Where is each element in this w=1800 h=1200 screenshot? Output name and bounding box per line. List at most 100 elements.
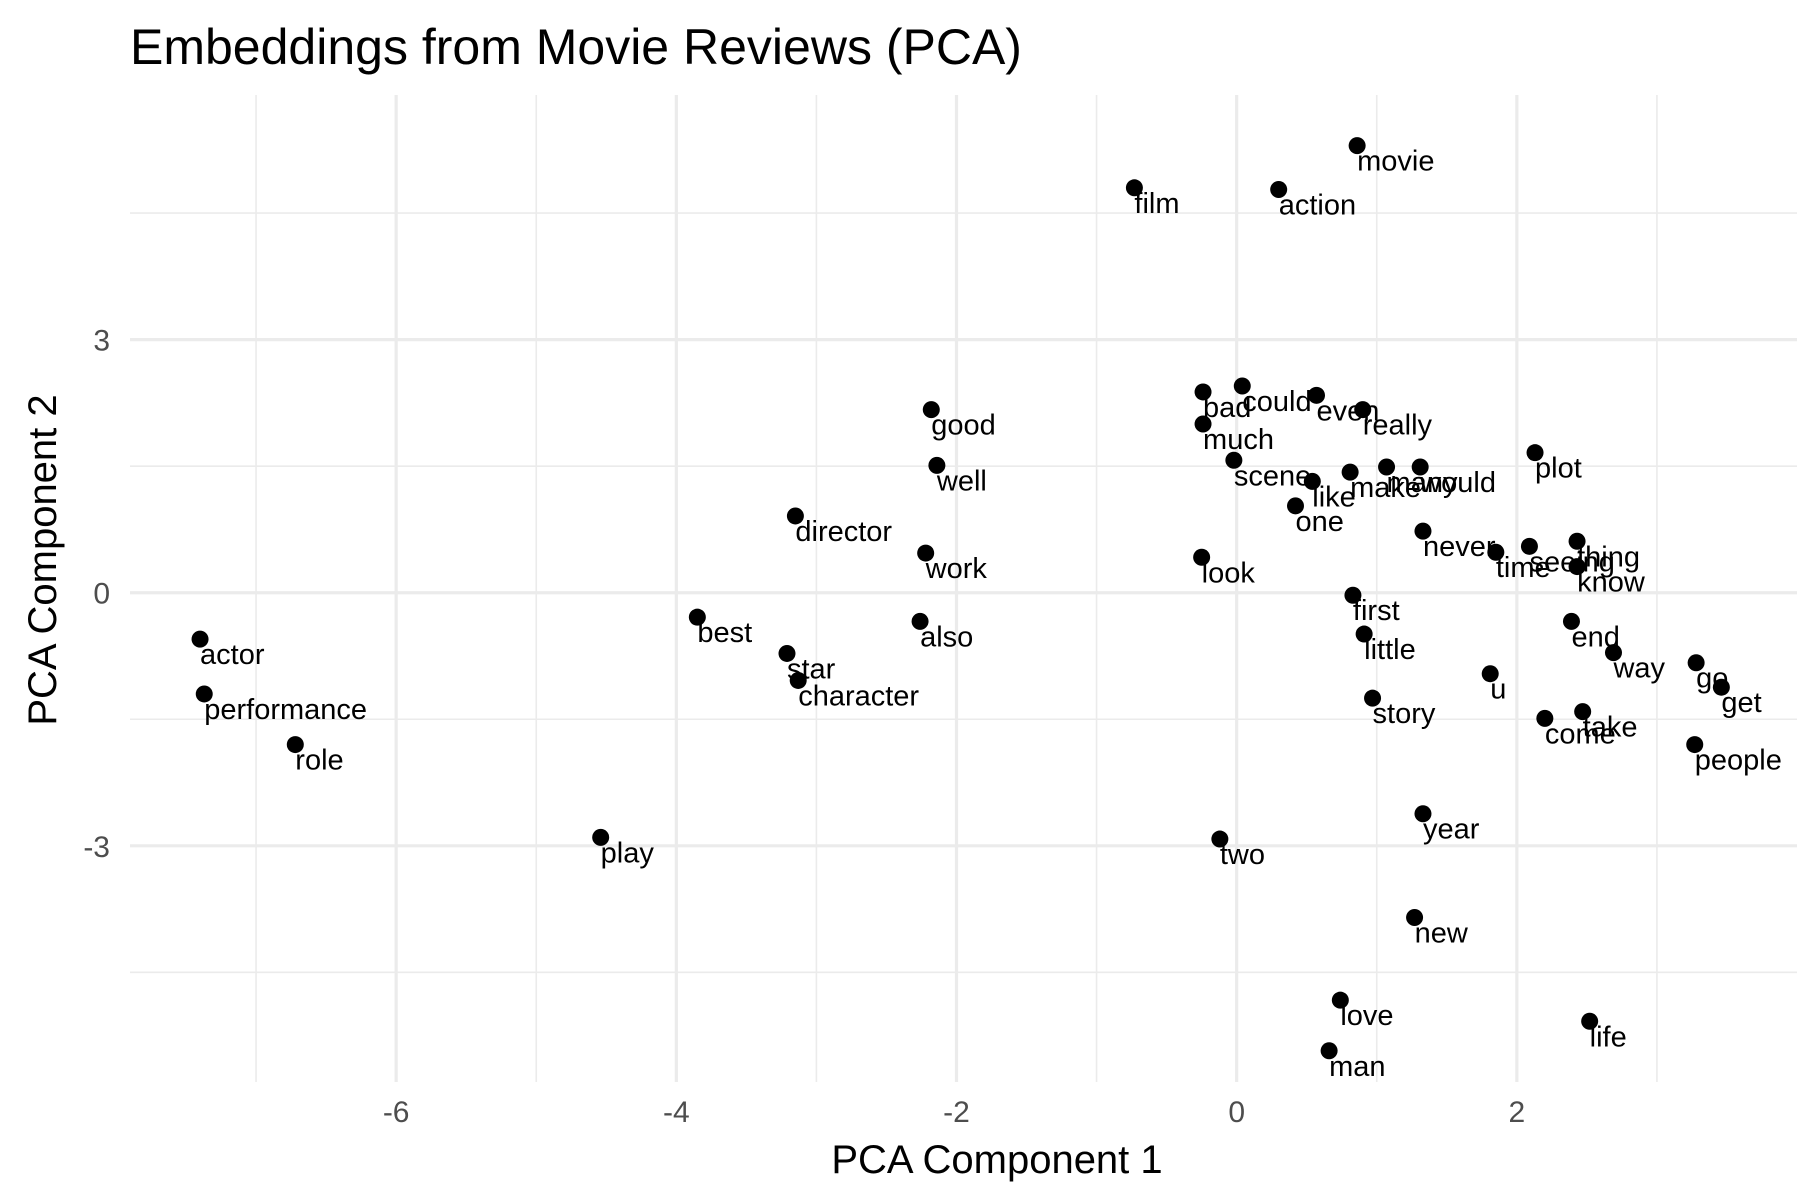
data-point	[1355, 625, 1373, 643]
point-label: people	[1695, 745, 1782, 777]
data-point	[688, 608, 706, 626]
data-point	[1194, 383, 1212, 401]
data-point	[786, 507, 804, 525]
data-point	[1487, 543, 1505, 561]
grid-lines	[130, 95, 1797, 1082]
point-label: really	[1363, 410, 1433, 442]
data-point	[1414, 522, 1432, 540]
data-point	[1193, 548, 1211, 566]
point-label: action	[1279, 189, 1356, 221]
point-label: make	[1350, 472, 1421, 504]
point-label: movie	[1357, 146, 1434, 178]
point-label: like	[1312, 481, 1356, 513]
x-axis-title: PCA Component 1	[831, 1138, 1162, 1182]
data-point	[1536, 709, 1554, 727]
x-tick-label: -6	[383, 1096, 410, 1129]
data-point	[1604, 644, 1622, 662]
data-point	[922, 401, 940, 419]
x-tick-label: -2	[943, 1096, 970, 1129]
data-point	[1526, 444, 1544, 462]
data-point	[778, 644, 796, 662]
point-label: go	[1696, 663, 1728, 695]
data-point	[1686, 736, 1704, 754]
point-label: little	[1364, 634, 1416, 666]
data-point	[1320, 1042, 1338, 1060]
data-point	[1378, 458, 1396, 476]
data-point	[1581, 1012, 1599, 1030]
data-point	[1348, 137, 1366, 155]
data-point	[1574, 703, 1592, 721]
point-label: man	[1329, 1051, 1385, 1083]
y-tick-label: -3	[83, 831, 110, 864]
data-point	[1303, 472, 1321, 490]
point-label: look	[1202, 557, 1256, 589]
data-point	[1712, 678, 1730, 696]
data-point	[1364, 689, 1382, 707]
point-label: know	[1577, 567, 1646, 599]
point-label: story	[1373, 698, 1436, 730]
point-label: also	[920, 621, 973, 653]
tick-labels: -6 -4 -2 0 2 -3 0 3	[83, 325, 1525, 1129]
point-label: get	[1721, 687, 1761, 719]
data-point	[911, 612, 929, 630]
data-point	[789, 671, 807, 689]
data-point	[1308, 386, 1326, 404]
point-label: much	[1203, 424, 1274, 456]
point-label: scene	[1234, 460, 1311, 492]
data-points	[191, 137, 1730, 1060]
point-label: director	[795, 516, 892, 548]
y-axis-title: PCA Component 2	[21, 394, 65, 725]
point-label: character	[798, 680, 919, 712]
point-label: never	[1423, 531, 1496, 563]
data-point	[1406, 909, 1424, 926]
x-tick-label: 0	[1228, 1096, 1245, 1129]
point-label: actor	[200, 639, 265, 671]
y-tick-label: 3	[93, 325, 110, 358]
data-point	[1568, 558, 1586, 576]
data-point	[1344, 586, 1362, 604]
chart-title: Embeddings from Movie Reviews (PCA)	[130, 19, 1022, 75]
point-label: year	[1423, 814, 1480, 846]
point-label: end	[1571, 621, 1619, 653]
data-point	[917, 544, 935, 562]
data-point	[1341, 463, 1359, 481]
point-label: bad	[1203, 392, 1251, 424]
data-point	[592, 828, 610, 846]
point-label: work	[925, 553, 988, 585]
point-label: thing	[1577, 541, 1640, 573]
point-label: well	[936, 465, 987, 497]
point-label: love	[1340, 1000, 1393, 1032]
data-point	[1194, 415, 1212, 433]
data-point	[286, 736, 304, 754]
data-point	[1270, 180, 1288, 198]
point-label: come	[1545, 718, 1616, 750]
data-point	[1687, 654, 1705, 672]
point-label: two	[1220, 839, 1265, 871]
data-point	[1568, 532, 1586, 550]
point-label: film	[1134, 188, 1179, 220]
data-point	[1211, 830, 1229, 848]
data-point	[1125, 179, 1143, 197]
point-label: best	[697, 617, 752, 649]
x-tick-label: -4	[663, 1096, 690, 1129]
point-label: star	[787, 653, 836, 685]
point-label: u	[1490, 674, 1506, 706]
point-label: one	[1295, 506, 1343, 538]
point-label: could	[1242, 386, 1311, 418]
data-point	[928, 456, 946, 474]
point-label: take	[1583, 712, 1638, 744]
data-point	[1331, 991, 1349, 1009]
y-tick-label: 0	[93, 578, 110, 611]
point-label: first	[1353, 595, 1400, 627]
point-label: play	[601, 837, 655, 869]
data-point	[1411, 458, 1429, 476]
point-label: role	[295, 745, 343, 777]
point-label: new	[1415, 918, 1469, 950]
data-point	[1414, 805, 1432, 823]
point-label: many	[1387, 467, 1458, 499]
point-label: performance	[204, 694, 367, 726]
data-point	[1481, 665, 1499, 683]
point-label: even	[1317, 395, 1380, 427]
point-label: would	[1419, 467, 1496, 499]
